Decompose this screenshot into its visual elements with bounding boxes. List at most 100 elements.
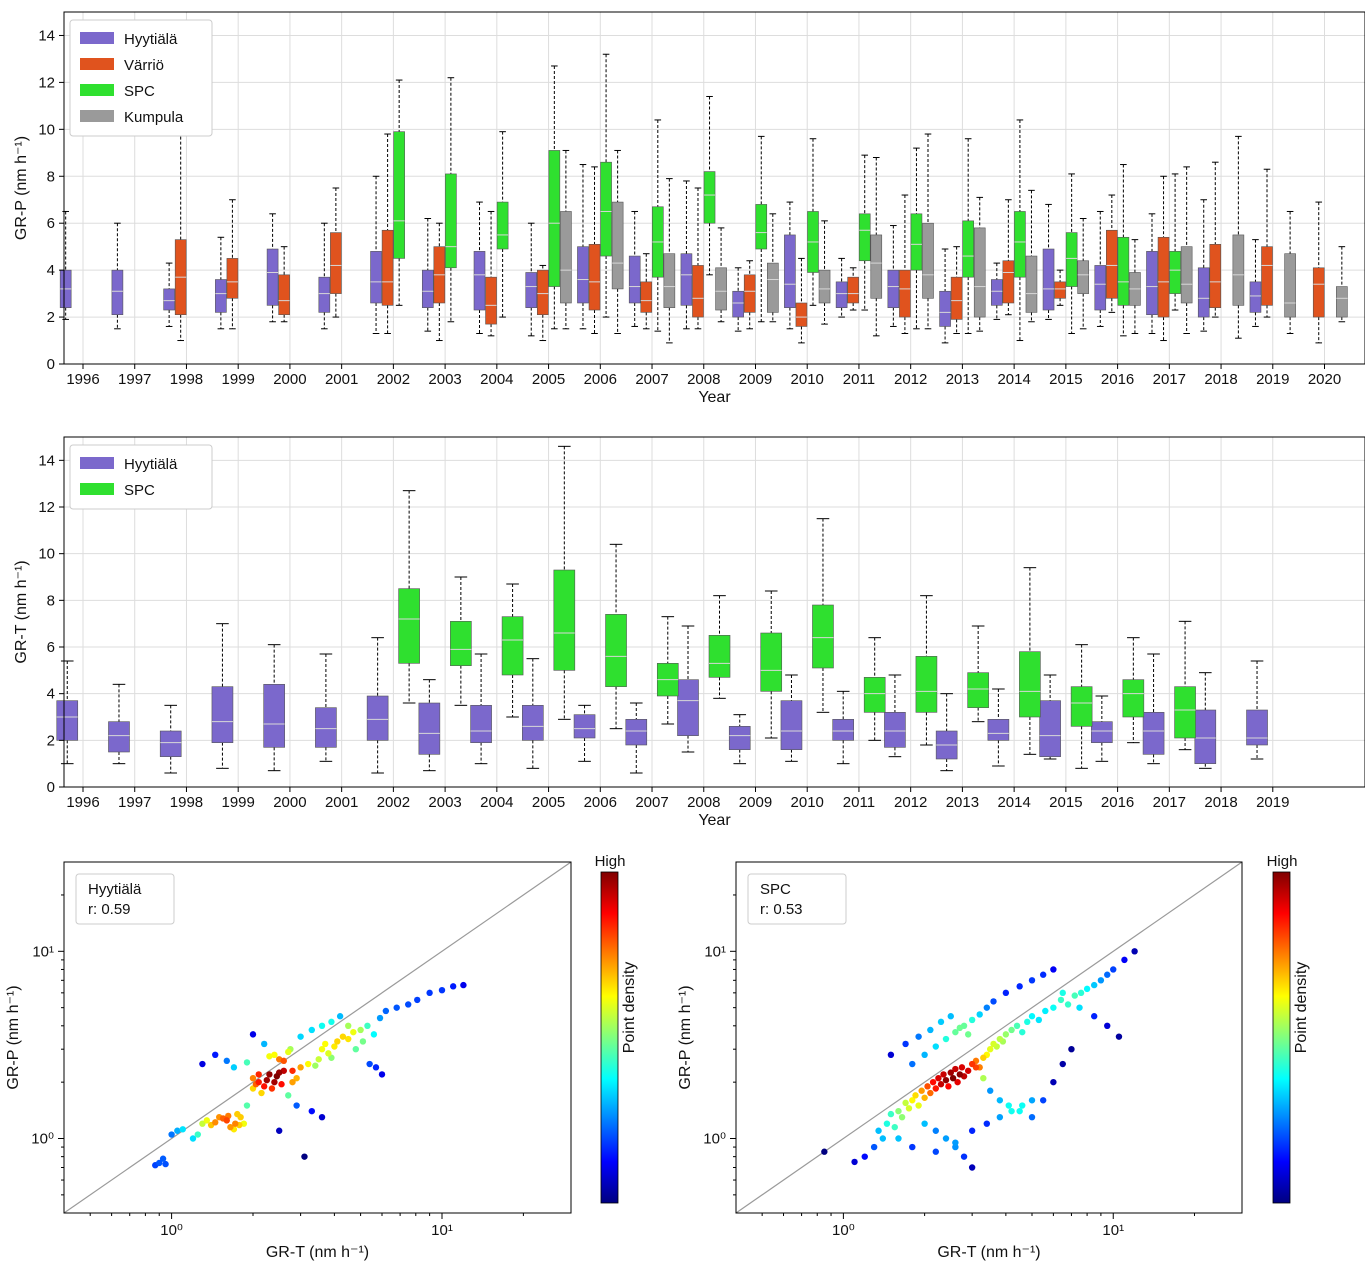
data-point xyxy=(909,1097,916,1104)
data-point xyxy=(318,1022,326,1030)
box-body xyxy=(56,700,79,741)
box-kumpula xyxy=(1077,218,1089,330)
box-body xyxy=(278,274,290,316)
box-plot-gr-t: 0 2 4 6 8 10 12 14 1996 1997 1998 1999 2000 2001 2002 2… xyxy=(13,436,1365,829)
box-body xyxy=(663,253,676,308)
colorbar-label: Point density xyxy=(1293,962,1310,1054)
box-body xyxy=(870,234,883,299)
x-tick-label: 2006 xyxy=(584,371,617,388)
data-point xyxy=(891,1123,898,1131)
box-body xyxy=(743,274,756,313)
legend-label: SPC xyxy=(124,83,155,100)
x-tick-label: 2010 xyxy=(791,794,824,811)
box-body xyxy=(159,730,182,757)
y-tick-label: 6 xyxy=(47,639,55,656)
data-point xyxy=(942,1135,950,1142)
data-point xyxy=(212,1051,219,1059)
box-spc xyxy=(393,79,405,306)
data-point xyxy=(976,1011,983,1018)
data-point xyxy=(255,1071,262,1078)
data-point xyxy=(289,1067,296,1074)
data-point xyxy=(895,1107,902,1115)
data-point xyxy=(255,1078,262,1086)
data-point xyxy=(1115,1033,1123,1040)
data-point xyxy=(980,1054,987,1061)
data-point xyxy=(189,1135,197,1142)
box-spc xyxy=(962,138,974,334)
data-point xyxy=(912,1092,919,1099)
box-body xyxy=(611,201,624,290)
box-kumpula xyxy=(1284,210,1296,334)
box-body xyxy=(967,672,989,708)
box-body xyxy=(536,269,549,316)
data-point xyxy=(905,1105,913,1112)
data-point xyxy=(935,1074,942,1082)
annotation-site: SPC xyxy=(760,881,791,898)
box-body xyxy=(473,251,486,311)
data-point xyxy=(1050,1078,1057,1086)
box-kumpula xyxy=(922,133,934,330)
x-tick-label: 2013 xyxy=(946,371,979,388)
x-tick-label: 2014 xyxy=(997,371,1030,388)
data-point xyxy=(334,1038,341,1045)
box-body xyxy=(1070,686,1093,727)
legend-swatch-varrio xyxy=(80,58,114,70)
data-point xyxy=(258,1089,265,1097)
data-point xyxy=(947,1013,954,1020)
box-spc xyxy=(915,595,938,746)
box-spc xyxy=(1117,164,1130,337)
box-spc xyxy=(760,590,783,739)
x-axis-label: GR-T (nm h⁻¹) xyxy=(266,1244,369,1261)
data-point xyxy=(293,1102,300,1109)
box-hyytiala xyxy=(1146,213,1158,334)
box-hyytiala xyxy=(1091,695,1113,762)
box-varrio xyxy=(1209,161,1222,318)
box-spc xyxy=(807,138,819,306)
box-body xyxy=(370,251,382,304)
data-point xyxy=(915,1102,922,1109)
box-hyytiala xyxy=(56,660,79,765)
box-body xyxy=(1312,267,1325,318)
data-point xyxy=(339,1033,347,1040)
x-tick-label: 2017 xyxy=(1153,794,1186,811)
box-body xyxy=(767,262,779,313)
data-point xyxy=(996,1035,1004,1043)
box-body xyxy=(450,621,472,666)
box-body xyxy=(863,677,886,713)
box-varrio xyxy=(485,210,497,337)
box-body xyxy=(1194,709,1217,764)
x-tick-label: 2014 xyxy=(997,794,1030,811)
x-axis-label: Year xyxy=(698,812,731,829)
box-body xyxy=(525,272,538,308)
data-point xyxy=(352,1045,360,1053)
data-point xyxy=(942,1035,950,1043)
x-axis-label: Year xyxy=(698,389,731,406)
box-body xyxy=(708,635,731,678)
box-body xyxy=(755,204,768,250)
box-varrio xyxy=(1054,269,1066,306)
box-kumpula xyxy=(870,156,883,337)
data-point xyxy=(243,1102,251,1109)
identity-line xyxy=(64,862,571,1213)
box-body xyxy=(605,614,627,687)
data-point xyxy=(927,1089,934,1097)
data-point xyxy=(156,1159,163,1167)
x-tick-label: 2019 xyxy=(1256,794,1289,811)
box-body xyxy=(1039,700,1061,757)
box-hyytiala xyxy=(1197,199,1210,332)
y-tick-label: 8 xyxy=(47,592,55,609)
data-point xyxy=(964,1031,972,1038)
box-varrio xyxy=(847,267,859,311)
data-point xyxy=(1028,1013,1036,1020)
data-point xyxy=(1024,1018,1031,1026)
data-point xyxy=(223,1057,230,1065)
box-spc xyxy=(1122,637,1145,744)
box-kumpula xyxy=(663,178,676,344)
box-varrio xyxy=(588,166,601,334)
box-body xyxy=(628,255,641,304)
y-tick-label: 6 xyxy=(47,215,55,232)
data-point xyxy=(1035,1016,1043,1024)
data-point xyxy=(952,1139,959,1146)
data-point xyxy=(357,1026,364,1034)
box-hyytiala xyxy=(1142,653,1165,765)
